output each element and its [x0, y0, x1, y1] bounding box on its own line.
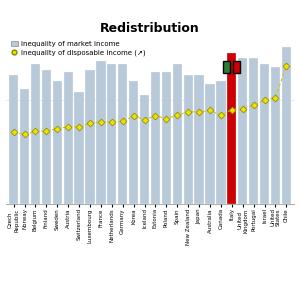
Bar [9, 75, 18, 204]
Bar [20, 89, 29, 204]
Bar [184, 75, 193, 204]
Bar [118, 64, 128, 204]
Bar [172, 64, 182, 204]
Bar [249, 58, 258, 204]
Bar [31, 64, 40, 204]
Bar [206, 84, 214, 204]
Bar [151, 72, 160, 204]
Title: Redistribution: Redistribution [100, 22, 200, 35]
Bar [85, 70, 94, 204]
Bar [238, 58, 248, 204]
Bar [74, 92, 84, 204]
Legend: Inequality of market income, Inequality of disposable income (↗): Inequality of market income, Inequality … [10, 40, 147, 57]
Bar [194, 75, 204, 204]
Bar [216, 81, 226, 204]
Bar [140, 95, 149, 204]
Bar [271, 67, 280, 204]
Bar [227, 53, 236, 204]
Bar [96, 61, 106, 204]
Bar [282, 47, 291, 204]
Bar [42, 70, 51, 204]
Bar [64, 72, 73, 204]
FancyBboxPatch shape [233, 61, 241, 73]
Bar [107, 64, 116, 204]
Bar [162, 72, 171, 204]
Bar [129, 81, 138, 204]
Bar [260, 64, 269, 204]
FancyBboxPatch shape [223, 61, 230, 73]
Bar [52, 81, 62, 204]
